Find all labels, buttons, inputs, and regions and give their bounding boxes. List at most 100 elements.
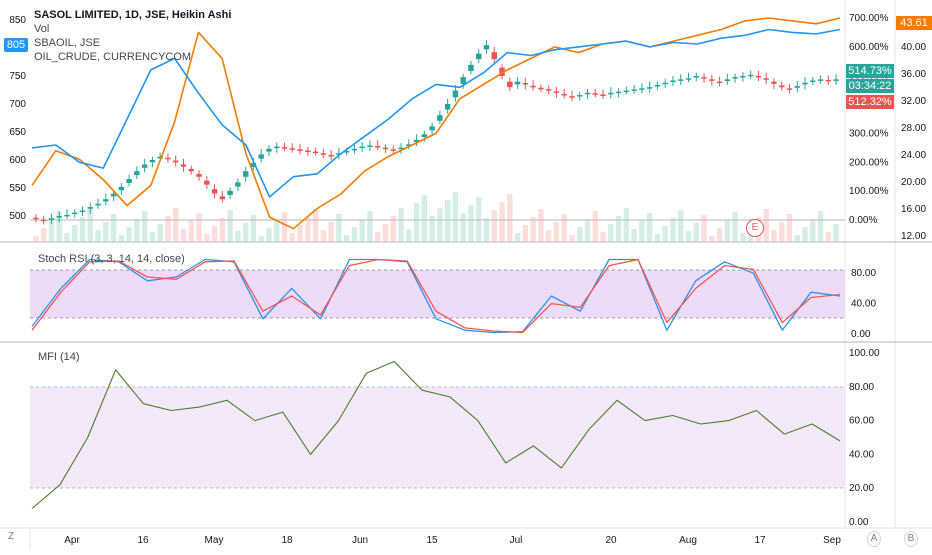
stoch-axis-label: 40.00 (851, 299, 876, 310)
candle-body (258, 154, 264, 159)
pct-tag-green: 514.73% (846, 64, 894, 78)
oil-axis-label: 12.00 (901, 231, 926, 242)
candle-body (211, 189, 218, 194)
candle-body (825, 79, 832, 82)
volume-bar (141, 211, 148, 242)
oil-crude-line (31, 28, 841, 198)
candle-body (390, 149, 396, 151)
zoom-icon[interactable]: Z (8, 531, 15, 542)
candle-body (297, 149, 303, 151)
volume-bar (623, 208, 630, 242)
volume-bar (367, 211, 373, 242)
volume-bar (685, 231, 692, 242)
candle-body (56, 216, 62, 218)
time-axis-label: Jul (510, 535, 523, 546)
compare-symbol-2[interactable]: OIL_CRUDE, CURRENCYCOM (34, 51, 192, 63)
pct-tag-red: 512.32% (846, 95, 894, 109)
volume-bar (103, 222, 109, 242)
price-axis-label: 850 (9, 15, 26, 26)
volume-bar (678, 210, 684, 242)
volume-bar (577, 227, 583, 242)
candle-body (33, 217, 39, 220)
volume-bar (95, 230, 101, 242)
volume-bar (250, 215, 257, 242)
volume-bar (709, 236, 715, 242)
candle-body (429, 126, 435, 131)
volume-bar (312, 209, 319, 242)
volume-bar (732, 212, 738, 242)
candle-body (72, 212, 78, 215)
candle-body (755, 76, 762, 78)
mfi-axis-label: 80.00 (849, 382, 874, 393)
mfi-line (31, 360, 841, 509)
log-scale-button[interactable]: B (904, 531, 918, 547)
volume-bar (351, 227, 358, 242)
candle-body (141, 164, 148, 168)
volume-bar (64, 233, 70, 242)
candle-body (406, 144, 412, 146)
price-axis-label: 600 (9, 155, 26, 166)
volume-bar (390, 216, 396, 242)
volume-bar (460, 213, 466, 242)
volume-bar (406, 229, 412, 242)
candle-body (514, 81, 521, 85)
time-axis-label: 17 (754, 535, 766, 546)
candle-body (569, 96, 575, 98)
volume-bar (359, 219, 365, 242)
volume-bar (40, 228, 47, 242)
volume-bar (817, 211, 824, 242)
sbaoil-line (31, 17, 841, 230)
volume-bar (794, 235, 800, 242)
volume-bar (530, 217, 536, 242)
volume-bar (157, 224, 163, 242)
volume-bar (413, 203, 420, 242)
volume-bar (779, 222, 785, 242)
candle-body (40, 219, 47, 222)
candle-body (530, 85, 536, 88)
volume-bar (320, 230, 327, 242)
volume-bar (421, 195, 428, 242)
candle-body (499, 67, 505, 76)
price-axis-label: 650 (9, 127, 26, 138)
volume-bar (763, 209, 769, 242)
candle-body (623, 90, 630, 93)
candle-body (600, 94, 606, 96)
chart-legend: SASOL LIMITED, 1D, JSE, Heikin Ashi Vol … (34, 8, 231, 64)
time-axis-label: 15 (426, 535, 438, 546)
time-axis-label: 16 (137, 535, 149, 546)
time-axis-label: Aug (679, 535, 697, 546)
mfi-title[interactable]: MFI (14) (38, 351, 80, 363)
oil-axis-label: 36.00 (901, 69, 926, 80)
candle-body (188, 168, 194, 172)
auto-scale-button[interactable]: A (867, 531, 881, 547)
earnings-marker[interactable]: E (746, 219, 764, 237)
volume-bar (235, 231, 241, 242)
volume-bar (771, 230, 777, 242)
candle-body (328, 154, 334, 157)
stoch-rsi-title[interactable]: Stoch RSI (3, 3, 14, 14, close) (38, 253, 185, 265)
volume-bar (72, 225, 78, 242)
volume-bar (639, 221, 645, 242)
stoch-axis-label: 80.00 (851, 268, 876, 279)
volume-bar (297, 225, 303, 242)
volume-bar (615, 216, 622, 242)
candle-body (678, 79, 684, 81)
candle-body (747, 74, 754, 77)
volume-bar (514, 233, 521, 242)
volume-bar (646, 213, 653, 242)
compare-symbol-1[interactable]: SBAOIL, JSE (34, 37, 101, 49)
candle-body (110, 193, 117, 197)
candle-body (483, 45, 490, 50)
candle-body (274, 146, 280, 149)
candle-body (701, 77, 707, 79)
candle-body (468, 64, 474, 71)
volume-bar (701, 215, 707, 242)
price-axis-label: 550 (9, 183, 26, 194)
volume-bar (810, 219, 816, 242)
candle-body (670, 80, 676, 82)
volume-bar (786, 214, 793, 242)
volume-bar (274, 220, 280, 242)
candle-body (522, 83, 529, 85)
price-tag-left: 805 (4, 38, 28, 52)
oil-price-tag: 43.61 (896, 16, 932, 30)
